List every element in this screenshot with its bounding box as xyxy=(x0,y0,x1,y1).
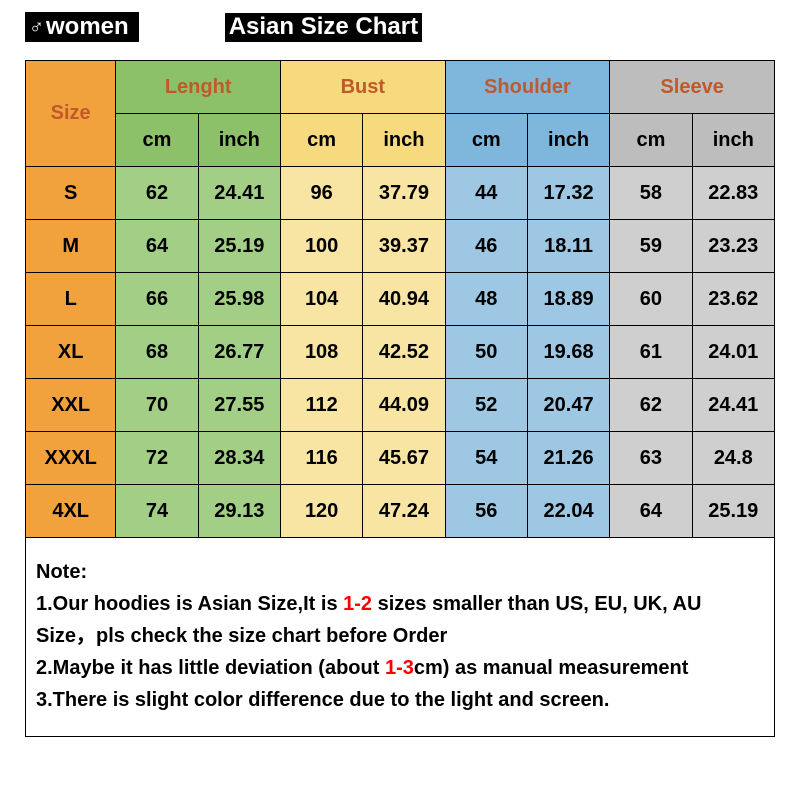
data-cell: 24.8 xyxy=(692,432,774,485)
data-cell: 37.79 xyxy=(363,167,445,220)
unit-header-cm: cm xyxy=(445,114,527,167)
data-cell: 29.13 xyxy=(198,485,280,538)
size-chart-table: SizeLenghtBustShoulderSleevecminchcminch… xyxy=(25,60,775,538)
data-cell: 74 xyxy=(116,485,198,538)
data-cell: 64 xyxy=(116,220,198,273)
note-line: 1.Our hoodies is Asian Size,It is 1-2 si… xyxy=(36,588,764,652)
size-cell: XL xyxy=(26,326,116,379)
data-cell: 63 xyxy=(610,432,692,485)
size-cell: XXL xyxy=(26,379,116,432)
data-cell: 47.24 xyxy=(363,485,445,538)
data-cell: 22.83 xyxy=(692,167,774,220)
group-header-shoulder: Shoulder xyxy=(445,61,610,114)
data-cell: 17.32 xyxy=(527,167,609,220)
size-chart-container: ♂ women Asian Size Chart SizeLenghtBustS… xyxy=(25,0,775,737)
data-cell: 52 xyxy=(445,379,527,432)
unit-header-inch: inch xyxy=(198,114,280,167)
data-cell: 42.52 xyxy=(363,326,445,379)
data-cell: 24.41 xyxy=(692,379,774,432)
size-header: Size xyxy=(26,61,116,167)
data-cell: 68 xyxy=(116,326,198,379)
note-title: Note: xyxy=(36,556,764,588)
data-cell: 45.67 xyxy=(363,432,445,485)
data-cell: 23.62 xyxy=(692,273,774,326)
note-lines: 1.Our hoodies is Asian Size,It is 1-2 si… xyxy=(36,588,764,716)
table-row: S6224.419637.794417.325822.83 xyxy=(26,167,775,220)
data-cell: 100 xyxy=(280,220,362,273)
data-cell: 62 xyxy=(116,167,198,220)
unit-header-cm: cm xyxy=(116,114,198,167)
size-cell: 4XL xyxy=(26,485,116,538)
data-cell: 96 xyxy=(280,167,362,220)
chart-title: Asian Size Chart xyxy=(225,13,422,42)
data-cell: 44 xyxy=(445,167,527,220)
data-cell: 44.09 xyxy=(363,379,445,432)
size-cell: L xyxy=(26,273,116,326)
data-cell: 23.23 xyxy=(692,220,774,273)
data-cell: 48 xyxy=(445,273,527,326)
data-cell: 72 xyxy=(116,432,198,485)
data-cell: 24.01 xyxy=(692,326,774,379)
group-header-lenght: Lenght xyxy=(116,61,281,114)
gender-text: women xyxy=(46,13,129,41)
note-box: Note: 1.Our hoodies is Asian Size,It is … xyxy=(25,538,775,737)
data-cell: 39.37 xyxy=(363,220,445,273)
note-line: 2.Maybe it has little deviation (about 1… xyxy=(36,652,764,684)
data-cell: 116 xyxy=(280,432,362,485)
data-cell: 24.41 xyxy=(198,167,280,220)
data-cell: 20.47 xyxy=(527,379,609,432)
data-cell: 54 xyxy=(445,432,527,485)
gender-tag: ♂ women xyxy=(25,12,139,42)
data-cell: 64 xyxy=(610,485,692,538)
size-cell: M xyxy=(26,220,116,273)
data-cell: 40.94 xyxy=(363,273,445,326)
data-cell: 66 xyxy=(116,273,198,326)
data-cell: 22.04 xyxy=(527,485,609,538)
data-cell: 70 xyxy=(116,379,198,432)
data-cell: 50 xyxy=(445,326,527,379)
table-row: L6625.9810440.944818.896023.62 xyxy=(26,273,775,326)
data-cell: 112 xyxy=(280,379,362,432)
unit-header-cm: cm xyxy=(280,114,362,167)
data-cell: 120 xyxy=(280,485,362,538)
gender-icon: ♂ xyxy=(29,16,44,39)
data-cell: 18.11 xyxy=(527,220,609,273)
table-row: XXXL7228.3411645.675421.266324.8 xyxy=(26,432,775,485)
data-cell: 46 xyxy=(445,220,527,273)
data-cell: 108 xyxy=(280,326,362,379)
group-header-bust: Bust xyxy=(280,61,445,114)
top-bar: ♂ women Asian Size Chart xyxy=(25,12,775,42)
table-head: SizeLenghtBustShoulderSleevecminchcminch… xyxy=(26,61,775,167)
data-cell: 25.19 xyxy=(198,220,280,273)
unit-header-inch: inch xyxy=(527,114,609,167)
data-cell: 25.19 xyxy=(692,485,774,538)
data-cell: 56 xyxy=(445,485,527,538)
data-cell: 58 xyxy=(610,167,692,220)
note-line: 3.There is slight color difference due t… xyxy=(36,684,764,716)
data-cell: 27.55 xyxy=(198,379,280,432)
data-cell: 104 xyxy=(280,273,362,326)
data-cell: 26.77 xyxy=(198,326,280,379)
table-row: 4XL7429.1312047.245622.046425.19 xyxy=(26,485,775,538)
unit-header-inch: inch xyxy=(692,114,774,167)
group-header-sleeve: Sleeve xyxy=(610,61,775,114)
unit-header-inch: inch xyxy=(363,114,445,167)
table-row: XXL7027.5511244.095220.476224.41 xyxy=(26,379,775,432)
table-body: S6224.419637.794417.325822.83M6425.19100… xyxy=(26,167,775,538)
table-row: XL6826.7710842.525019.686124.01 xyxy=(26,326,775,379)
size-cell: XXXL xyxy=(26,432,116,485)
unit-header-cm: cm xyxy=(610,114,692,167)
table-row: M6425.1910039.374618.115923.23 xyxy=(26,220,775,273)
data-cell: 61 xyxy=(610,326,692,379)
data-cell: 59 xyxy=(610,220,692,273)
data-cell: 28.34 xyxy=(198,432,280,485)
data-cell: 21.26 xyxy=(527,432,609,485)
data-cell: 60 xyxy=(610,273,692,326)
data-cell: 62 xyxy=(610,379,692,432)
data-cell: 25.98 xyxy=(198,273,280,326)
size-cell: S xyxy=(26,167,116,220)
data-cell: 18.89 xyxy=(527,273,609,326)
data-cell: 19.68 xyxy=(527,326,609,379)
